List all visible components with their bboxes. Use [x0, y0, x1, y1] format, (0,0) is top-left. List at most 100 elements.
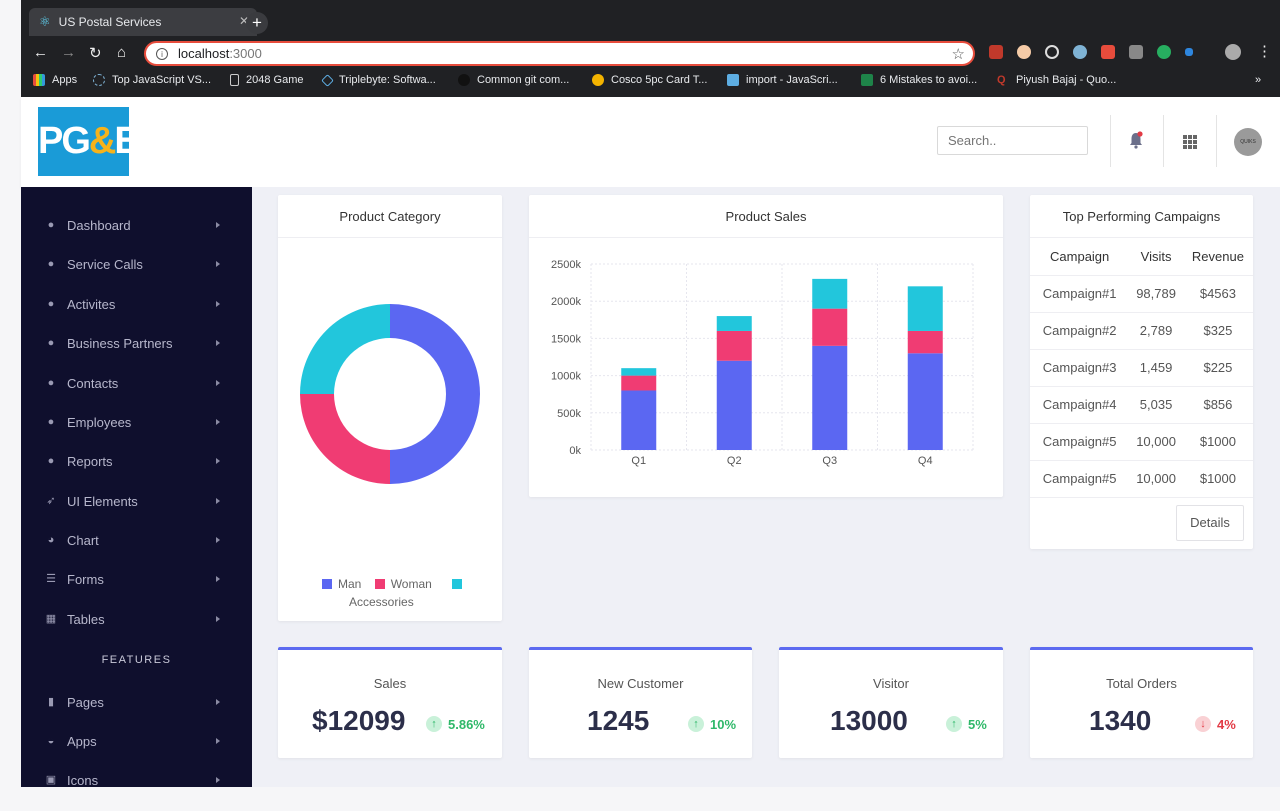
- sidebar-item-dashboard[interactable]: ● Dashboard: [21, 213, 252, 237]
- url-host: localhost: [178, 46, 230, 61]
- sidebar-item-forms[interactable]: ☰ Forms: [21, 567, 252, 591]
- file-icon: [230, 74, 239, 86]
- table-cell: $4563: [1182, 275, 1253, 313]
- divider: [1163, 115, 1164, 167]
- details-button[interactable]: Details: [1176, 505, 1244, 541]
- quora-icon: Q: [997, 74, 1006, 86]
- extension-icon[interactable]: [989, 45, 1003, 59]
- bookmark-star-icon[interactable]: ☆: [951, 46, 965, 63]
- stat-card-sales: Sales $12099 ↑ 5.86%: [278, 647, 502, 758]
- user-circle-icon: ●: [47, 455, 55, 467]
- page-bottom: [0, 787, 1280, 811]
- stat-title: Visitor: [873, 676, 909, 691]
- table-cell: 10,000: [1129, 423, 1183, 461]
- grammarly-icon[interactable]: [1157, 45, 1171, 59]
- bar-q1-segment-2: [621, 368, 657, 376]
- caret-right-icon: [216, 261, 220, 267]
- bookmark-item[interactable]: Cosco 5pc Card T...: [592, 74, 707, 86]
- product-sales-card: Product Sales 0k 500k 1000k 1500k 2000k 2500k…: [529, 195, 1003, 497]
- bookmark-item[interactable]: 2048 Game: [230, 74, 303, 86]
- stat-change: ↑ 5.86%: [426, 716, 485, 732]
- sidebar-item-icons[interactable]: ▣ Icons: [21, 768, 252, 787]
- bookmark-item[interactable]: Common git com...: [458, 74, 569, 86]
- sidebar-item-label: Service Calls: [67, 256, 143, 272]
- back-icon[interactable]: ←: [33, 44, 48, 61]
- new-tab-button[interactable]: +: [246, 12, 268, 34]
- sidebar-item-contacts[interactable]: ● Contacts: [21, 371, 252, 395]
- table-cell: Campaign#1: [1030, 275, 1130, 313]
- sidebar-item-reports[interactable]: ● Reports: [21, 449, 252, 473]
- bar-q1-segment-1: [621, 375, 657, 391]
- notification-bell-icon[interactable]: [1128, 131, 1144, 149]
- x-tick-label: Q4: [918, 455, 933, 467]
- more-bookmarks-icon[interactable]: »: [1255, 74, 1262, 86]
- y-tick-label: 1000k: [551, 371, 581, 383]
- bookmark-label: Common git com...: [477, 74, 570, 86]
- pge-logo[interactable]: PG&E: [38, 107, 140, 176]
- bookmark-label: Top JavaScript VS...: [112, 74, 212, 86]
- bar-q3-segment-0: [812, 345, 848, 450]
- caret-right-icon: [216, 340, 220, 346]
- pie-chart-icon: ◕: [47, 534, 55, 546]
- sidebar-item-chart[interactable]: ◕ Chart: [21, 528, 252, 552]
- sidebar-item-employees[interactable]: ● Employees: [21, 410, 252, 434]
- legend-swatch-man: [322, 579, 332, 589]
- logo-text: E: [114, 120, 139, 162]
- home-icon[interactable]: ⌂: [117, 44, 127, 61]
- y-tick-label: 2500k: [551, 259, 581, 271]
- stat-title: Sales: [373, 676, 407, 691]
- bookmark-item[interactable]: 6 Mistakes to avoi...: [861, 74, 977, 86]
- donut-slice-man: [390, 304, 480, 484]
- search-input[interactable]: [937, 126, 1088, 155]
- table-cell: $325: [1182, 312, 1253, 350]
- caret-right-icon: [216, 699, 220, 705]
- sidebar-item-ui-elements[interactable]: ➶ UI Elements: [21, 489, 252, 513]
- extension-icon[interactable]: [1129, 45, 1143, 59]
- bookmark-item[interactable]: Triplebyte: Softwa...: [321, 73, 436, 87]
- bookmark-label: Piyush Bajaj - Quo...: [1016, 74, 1117, 86]
- extension-icon[interactable]: [1017, 45, 1031, 59]
- react-icon: ⚛: [39, 14, 51, 29]
- extension-icon[interactable]: [1101, 45, 1115, 59]
- browser-tab[interactable]: ⚛ US Postal Services ✕: [29, 8, 257, 36]
- sidebar-item-activites[interactable]: ● Activites: [21, 292, 252, 316]
- table-cell: 10,000: [1129, 460, 1183, 498]
- sidebar-item-pages[interactable]: ▮ Pages: [21, 690, 252, 714]
- stat-value: 1245: [587, 705, 650, 736]
- sidebar-item-tables[interactable]: ▦ Tables: [21, 607, 252, 631]
- card-title: Product Category: [278, 195, 502, 238]
- extension-icon[interactable]: [1073, 45, 1087, 59]
- bookmark-label: Triplebyte: Softwa...: [339, 74, 436, 86]
- sidebar-item-label: Reports: [67, 453, 113, 469]
- sidebar-item-service-calls[interactable]: ● Service Calls: [21, 252, 252, 276]
- arrow-up-icon: ↑: [946, 716, 962, 732]
- table-header-row: Campaign Visits Revenue: [1030, 238, 1253, 276]
- bookmark-apps[interactable]: Apps: [33, 74, 77, 86]
- rocket-icon: ➶: [46, 495, 56, 507]
- avatar[interactable]: QUIKS: [1234, 128, 1262, 156]
- arrow-up-icon: ↑: [426, 716, 442, 732]
- address-bar[interactable]: i localhost:3000 ☆: [144, 41, 975, 66]
- profile-icon[interactable]: [1225, 44, 1241, 60]
- logo-text: PG: [38, 120, 91, 162]
- bookmark-label: Cosco 5pc Card T...: [611, 74, 708, 86]
- bookmark-item[interactable]: Top JavaScript VS...: [93, 74, 211, 86]
- bookmark-favicon-icon: [93, 74, 105, 86]
- menu-kebab-icon[interactable]: ⋮: [1257, 43, 1272, 60]
- sidebar-item-apps[interactable]: ◒ Apps: [21, 729, 252, 753]
- forward-icon[interactable]: →: [61, 44, 76, 61]
- close-tab-icon[interactable]: ✕: [238, 14, 249, 28]
- info-icon[interactable]: i: [156, 47, 168, 60]
- donut-slice-woman: [300, 394, 390, 484]
- stat-change-value: 4%: [1217, 716, 1236, 732]
- extension-icon[interactable]: [1045, 45, 1059, 59]
- legend-label: Man: [338, 577, 362, 591]
- sidebar-item-business-partners[interactable]: ● Business Partners: [21, 331, 252, 355]
- reload-icon[interactable]: ↻: [89, 45, 102, 62]
- bookmark-item[interactable]: Q Piyush Bajaj - Quo...: [997, 74, 1116, 86]
- bookmark-item[interactable]: import - JavaScri...: [727, 74, 838, 86]
- stat-value: $12099: [312, 705, 406, 736]
- apps-grid-icon[interactable]: [1183, 135, 1197, 149]
- layout-icon: ▣: [45, 774, 57, 786]
- extension-icon[interactable]: [1185, 48, 1193, 56]
